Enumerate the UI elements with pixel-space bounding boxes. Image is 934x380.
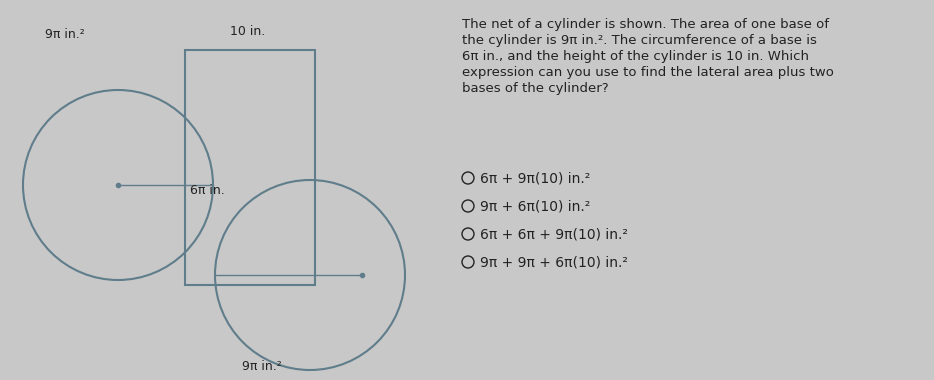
Text: 9π + 6π(10) in.²: 9π + 6π(10) in.² (480, 199, 590, 213)
Text: 6π + 6π + 9π(10) in.²: 6π + 6π + 9π(10) in.² (480, 227, 628, 241)
Text: 9π in.²: 9π in.² (45, 28, 85, 41)
Text: 6π + 9π(10) in.²: 6π + 9π(10) in.² (480, 171, 590, 185)
Text: 6π in., and the height of the cylinder is 10 in. Which: 6π in., and the height of the cylinder i… (462, 50, 809, 63)
Text: The net of a cylinder is shown. The area of one base of: The net of a cylinder is shown. The area… (462, 18, 829, 31)
Text: bases of the cylinder?: bases of the cylinder? (462, 82, 609, 95)
Text: 9π in.²: 9π in.² (242, 360, 282, 373)
Text: 9π + 9π + 6π(10) in.²: 9π + 9π + 6π(10) in.² (480, 255, 628, 269)
Text: 6π in.: 6π in. (190, 184, 225, 196)
Text: 10 in.: 10 in. (231, 25, 265, 38)
Text: expression can you use to find the lateral area plus two: expression can you use to find the later… (462, 66, 834, 79)
Bar (185, 50, 315, 285)
Text: the cylinder is 9π in.². The circumference of a base is: the cylinder is 9π in.². The circumferen… (462, 34, 817, 47)
